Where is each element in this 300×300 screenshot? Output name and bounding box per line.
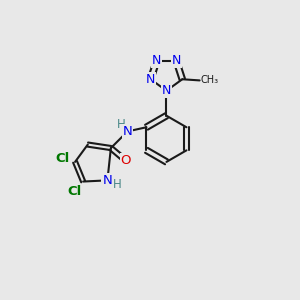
- Text: H: H: [117, 118, 125, 131]
- Text: N: N: [123, 125, 132, 138]
- Text: N: N: [103, 174, 112, 187]
- Text: N: N: [162, 84, 171, 97]
- Text: N: N: [146, 73, 155, 86]
- Text: N: N: [172, 54, 181, 67]
- Text: Cl: Cl: [55, 152, 70, 165]
- Text: CH₃: CH₃: [201, 75, 219, 85]
- Text: O: O: [121, 154, 131, 167]
- Text: Cl: Cl: [67, 185, 82, 198]
- Text: N: N: [152, 54, 161, 67]
- Text: H: H: [113, 178, 122, 191]
